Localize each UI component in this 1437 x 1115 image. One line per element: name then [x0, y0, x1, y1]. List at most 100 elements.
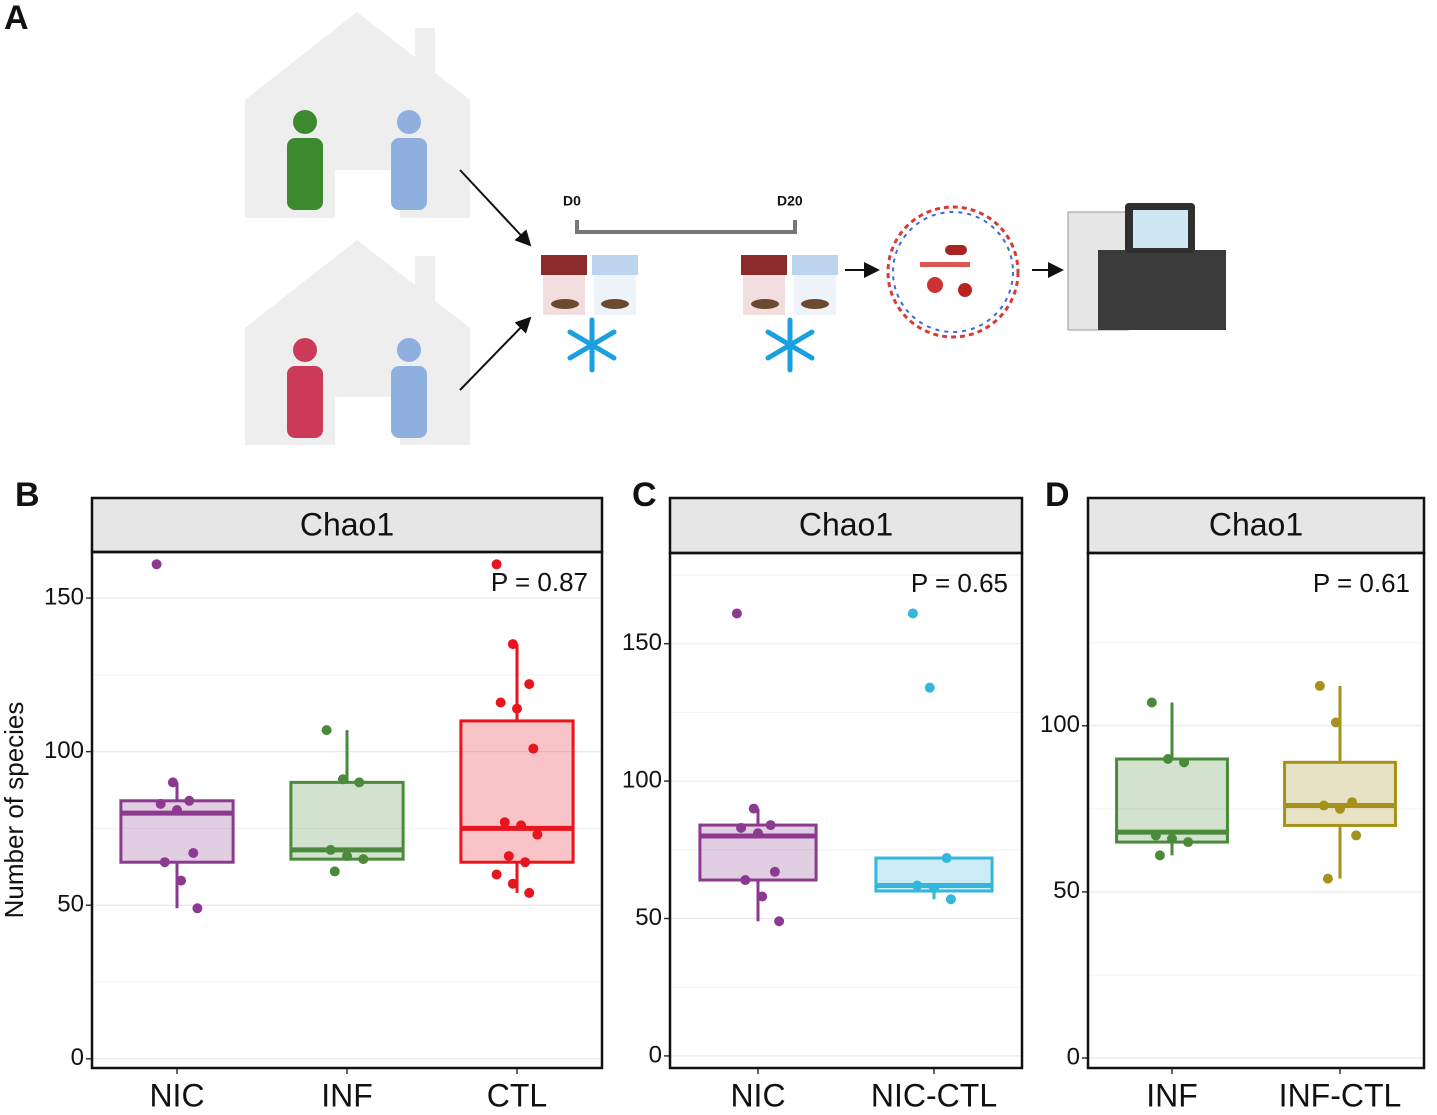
chart: Chao1 C 0 50 100 150 P = 0.65 NIC NIC-CTL: [622, 476, 1024, 1113]
data-point: [499, 817, 510, 828]
data-point: [188, 848, 199, 858]
data-point: [736, 822, 747, 833]
data-point: [740, 875, 751, 886]
data-point: [358, 854, 369, 865]
panel-label: D: [1045, 476, 1070, 514]
data-point: [172, 805, 182, 815]
panel-label: A: [4, 0, 29, 37]
data-point: [757, 891, 768, 902]
y-tick-label: 100: [622, 766, 662, 793]
y-tick-label: 100: [1040, 711, 1080, 738]
data-point: [765, 820, 776, 831]
data-point: [342, 851, 352, 862]
data-point: [1322, 873, 1333, 884]
data-point: [354, 777, 365, 788]
dna-circle: [886, 205, 1020, 339]
data-point: [769, 866, 780, 877]
data-point: [1351, 830, 1362, 841]
timeline: [575, 220, 797, 234]
x-tick-label: NIC-CTL: [871, 1077, 997, 1113]
data-point: [1167, 833, 1177, 844]
data-point: [941, 853, 952, 864]
box: [459, 719, 575, 864]
data-point: [491, 869, 502, 880]
plot-frame: [1086, 551, 1426, 1070]
data-point: [1146, 697, 1157, 708]
data-point: [524, 887, 535, 898]
y-axis-label: Number of species: [0, 702, 29, 919]
x-tick-label: INF-CTL: [1279, 1077, 1402, 1113]
data-point: [912, 880, 923, 891]
strip: [90, 496, 604, 554]
chart: Chao1 D 0 50 100 P = 0.61 INF INF-CTL: [1040, 476, 1426, 1113]
annotation: P = 0.61: [1313, 568, 1410, 598]
data-point: [167, 777, 178, 788]
data-point: [507, 639, 518, 650]
data-point: [945, 894, 956, 905]
panel-a: A D0 D20: [4, 0, 1226, 445]
plot-frame: [90, 550, 604, 1070]
data-point: [1154, 850, 1165, 861]
y-tick-label: 100: [44, 737, 84, 764]
data-point: [1314, 680, 1325, 691]
data-point: [155, 798, 166, 809]
data-point: [528, 743, 539, 754]
plot-frame: [668, 551, 1024, 1070]
data-point: [1318, 800, 1329, 811]
data-point: [184, 795, 195, 806]
y-tick-label: 0: [71, 1044, 84, 1071]
data-point: [491, 559, 502, 570]
panel-label: B: [15, 476, 40, 514]
data-point: [907, 608, 918, 619]
y-tick-label: 0: [649, 1041, 662, 1068]
data-point: [1179, 757, 1190, 768]
chart-title: Chao1: [1209, 506, 1303, 542]
box: [1283, 760, 1397, 827]
annotation: P = 0.87: [491, 567, 588, 597]
x-tick-label: CTL: [487, 1077, 547, 1113]
snowflake: [567, 317, 815, 373]
data-point: [192, 903, 203, 914]
data-point: [929, 883, 939, 894]
y-tick-label: 0: [1067, 1043, 1080, 1070]
data-point: [325, 844, 336, 855]
data-point: [748, 803, 759, 814]
timepoint: D0: [563, 193, 581, 209]
data-point: [516, 820, 527, 831]
y-tick-label: 50: [1053, 877, 1080, 904]
data-point: [512, 703, 522, 714]
x-tick-label: INF: [321, 1077, 373, 1113]
chart-title: Chao1: [799, 506, 893, 542]
house: [245, 12, 470, 445]
data-point: [731, 608, 742, 619]
y-tick-label: 150: [622, 629, 662, 656]
x-tick-label: NIC: [149, 1077, 204, 1113]
data-point: [321, 725, 332, 736]
data-point: [1347, 797, 1358, 808]
data-point: [532, 829, 543, 840]
data-point: [329, 866, 340, 877]
timepoint: D20: [777, 193, 803, 209]
y-tick-label: 50: [635, 904, 662, 931]
data-point: [507, 878, 518, 889]
person-icons: [287, 110, 427, 438]
x-tick-label: NIC: [730, 1077, 785, 1113]
sample-jars: [541, 255, 838, 315]
data-point: [1162, 754, 1173, 764]
data-point: [176, 875, 187, 886]
x-tick-label: INF: [1146, 1077, 1198, 1113]
data-point: [503, 851, 514, 862]
data-point: [1150, 830, 1161, 841]
chart: Chao1 B 0 50 100 150 P = 0.87 Number of species…: [0, 476, 604, 1113]
data-point: [1183, 837, 1194, 848]
data-point: [774, 916, 785, 927]
chart-title: Chao1: [300, 506, 394, 542]
data-point: [924, 682, 935, 693]
panel-label: C: [632, 476, 657, 514]
y-tick-label: 150: [44, 583, 84, 610]
data-point: [520, 857, 531, 868]
data-point: [337, 774, 348, 785]
data-point: [524, 679, 535, 690]
y-tick-label: 50: [57, 891, 84, 918]
